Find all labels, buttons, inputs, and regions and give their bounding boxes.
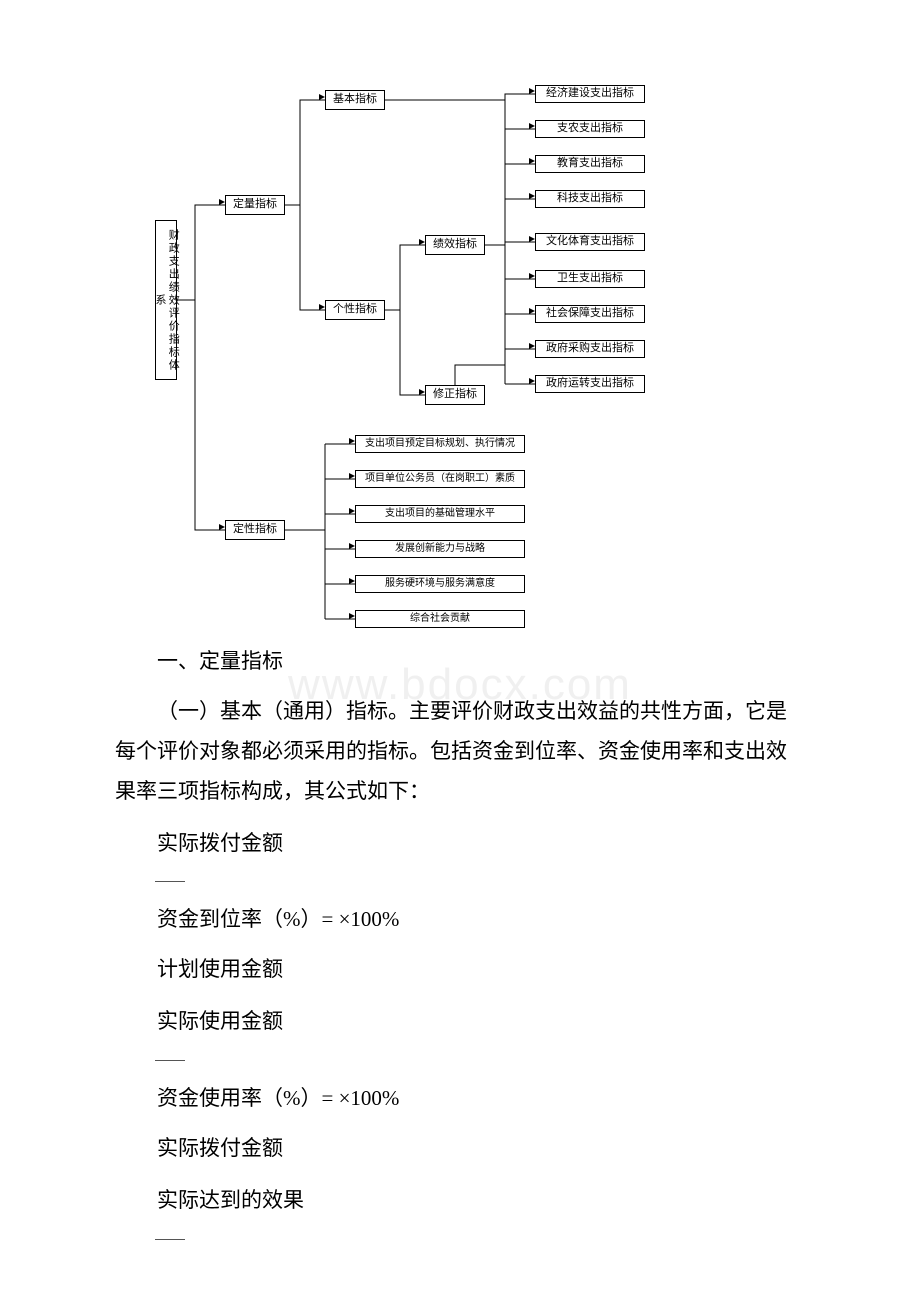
body-text: 一、定量指标 （一）基本（通用）指标。主要评价财政支出效益的共性方面，它是每个评… bbox=[115, 642, 805, 1258]
formula1-equation: 资金到位率（%）= ×100% bbox=[115, 900, 805, 940]
fraction-bar bbox=[155, 881, 185, 882]
paragraph-1: （一）基本（通用）指标。主要评价财政支出效益的共性方面，它是每个评价对象都必须采… bbox=[115, 692, 805, 812]
formula2-denominator: 实际拨付金额 bbox=[115, 1129, 805, 1169]
connector-lines bbox=[155, 85, 725, 630]
fraction-bar bbox=[155, 1239, 185, 1240]
fraction-bar bbox=[155, 1060, 185, 1061]
formula1-denominator: 计划使用金额 bbox=[115, 950, 805, 990]
formula3-numerator: 实际达到的效果 bbox=[115, 1181, 805, 1221]
formula2-equation: 资金使用率（%）= ×100% bbox=[115, 1079, 805, 1119]
formula1-numerator: 实际拨付金额 bbox=[115, 824, 805, 864]
indicator-tree-diagram: 财政支出绩效评价指标体系 定量指标 定性指标 基本指标 个性指标 绩效指标 修正… bbox=[155, 85, 725, 620]
heading-1: 一、定量指标 bbox=[115, 642, 805, 682]
formula2-numerator: 实际使用金额 bbox=[115, 1002, 805, 1042]
